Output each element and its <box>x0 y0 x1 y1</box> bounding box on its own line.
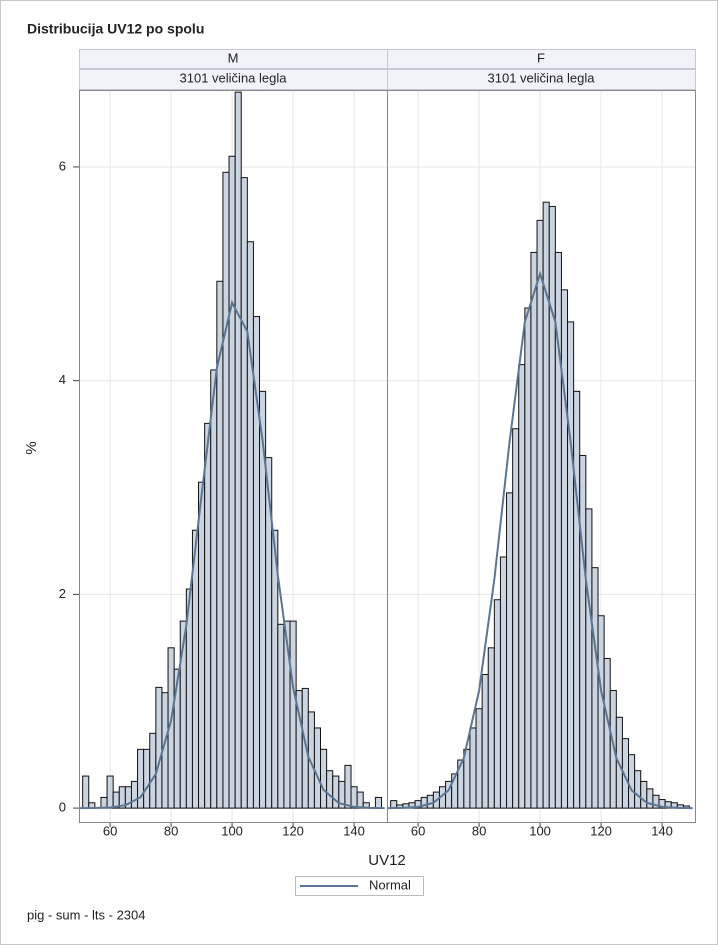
bar <box>475 708 483 809</box>
bar <box>530 251 538 809</box>
bar <box>493 599 501 809</box>
bar <box>499 556 508 809</box>
normal-curve <box>79 299 385 810</box>
bar <box>628 754 636 809</box>
panel-subheader <box>387 69 696 90</box>
panel-sublabel: 3101 veličina legla <box>488 70 596 85</box>
panel-label: F <box>537 50 545 65</box>
bar <box>426 794 434 809</box>
panel-header <box>387 49 696 69</box>
x-tick-label: 120 <box>590 823 612 838</box>
x-axis-label: UV12 <box>368 852 406 869</box>
bar <box>326 770 334 809</box>
legend-label: Normal <box>369 877 411 892</box>
bar <box>560 289 569 809</box>
x-tick-label: 100 <box>529 823 551 838</box>
bar <box>149 732 157 809</box>
bar <box>289 620 297 809</box>
bar <box>567 321 575 809</box>
bar <box>356 791 364 809</box>
normal-curve <box>387 270 693 810</box>
bar <box>512 428 520 809</box>
bar <box>130 780 139 809</box>
x-tick-label: 60 <box>103 823 117 838</box>
bar <box>246 241 254 809</box>
bar <box>82 775 90 809</box>
bar <box>524 307 532 809</box>
y-tick-label: 4 <box>59 372 66 387</box>
bar <box>536 219 544 809</box>
y-tick-label: 2 <box>59 586 66 601</box>
bar <box>374 796 383 809</box>
x-tick-label: 140 <box>651 823 673 838</box>
panel-sublabel: 3101 veličina legla <box>180 70 288 85</box>
bar <box>591 567 599 809</box>
bar <box>579 454 587 809</box>
bar <box>100 796 108 809</box>
bar <box>277 623 285 809</box>
footnote: pig - sum - lts - 2304 <box>27 907 146 922</box>
bar <box>204 422 212 809</box>
y-axis-label: % <box>23 441 40 454</box>
bar <box>350 786 358 809</box>
bar <box>487 647 495 809</box>
chart-title: Distribucija UV12 po spolu <box>27 21 204 37</box>
plot-border <box>387 90 696 823</box>
bar <box>518 364 526 809</box>
bar <box>344 764 352 809</box>
bar <box>597 615 605 809</box>
legend <box>295 876 424 896</box>
x-tick-label: 80 <box>164 823 178 838</box>
y-tick-label: 6 <box>59 158 66 173</box>
bar <box>198 481 206 809</box>
bar <box>210 369 218 809</box>
bar <box>240 177 248 809</box>
y-tick-label: 0 <box>59 800 66 815</box>
panel-label: M <box>228 50 239 65</box>
bar <box>469 727 477 809</box>
bar <box>313 727 322 809</box>
bar <box>155 686 163 809</box>
bar <box>143 748 151 809</box>
bar <box>585 508 593 809</box>
bar <box>640 780 648 809</box>
bar <box>481 674 489 809</box>
x-tick-label: 80 <box>472 823 486 838</box>
bar <box>106 775 114 809</box>
bar <box>228 155 236 809</box>
bar <box>603 658 611 809</box>
bar <box>506 492 514 809</box>
bar <box>320 748 328 809</box>
bar <box>634 770 642 809</box>
bar <box>222 171 230 809</box>
bar <box>548 205 556 809</box>
bar <box>573 390 581 809</box>
x-tick-label: 120 <box>282 823 304 838</box>
x-tick-label: 60 <box>411 823 425 838</box>
bar <box>234 91 242 809</box>
x-tick-label: 140 <box>343 823 365 838</box>
x-tick-label: 100 <box>221 823 243 838</box>
